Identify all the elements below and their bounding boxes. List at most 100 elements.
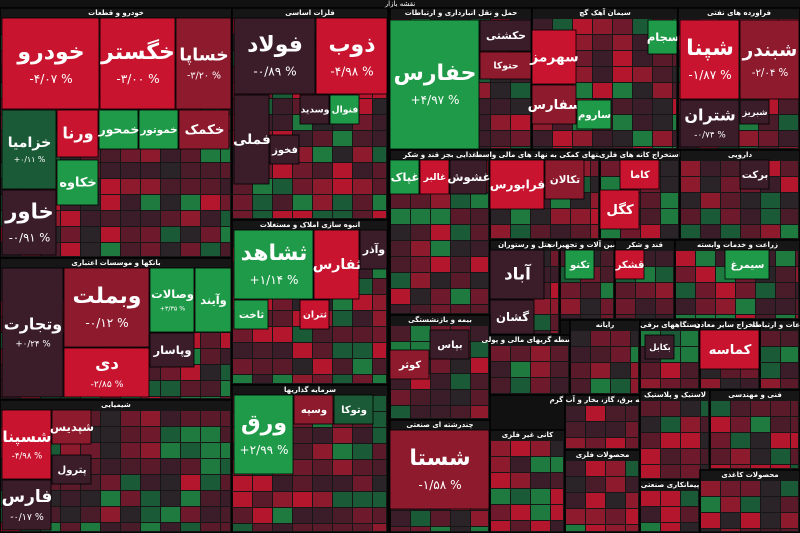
- filler-cell: [716, 299, 735, 314]
- filler-cell: [161, 459, 180, 474]
- filler-cell: [121, 411, 140, 426]
- filler-cell: [391, 527, 410, 531]
- filler-cell: [601, 161, 620, 176]
- filler-cell: [353, 211, 372, 218]
- filler-cell: [161, 507, 180, 522]
- filler-cell: [233, 211, 252, 218]
- filler-cell: [593, 19, 612, 34]
- filler-cell: [701, 449, 708, 464]
- filler-cell: [756, 315, 775, 318]
- filler-cell: [653, 115, 672, 130]
- stock-tile: [531, 29, 577, 85]
- filler-cell: [676, 315, 695, 318]
- filler-cell: [373, 195, 386, 210]
- stock-tile: [233, 94, 270, 185]
- filler-cell: [161, 523, 180, 531]
- stock-name: ساروم: [578, 110, 611, 121]
- filler-cell: [161, 411, 180, 426]
- filler-cell: [586, 525, 605, 531]
- filler-cell: [471, 358, 488, 373]
- stock-tile: [1, 409, 52, 480]
- filler-cell: [573, 19, 592, 34]
- filler-cell: [633, 115, 652, 130]
- stock-change: -۴/۹۸ %: [12, 451, 42, 461]
- filler-cell: [511, 225, 530, 238]
- filler-cell: [491, 489, 510, 504]
- stock-change: -۱/۵۸ %: [418, 478, 461, 492]
- filler-cell: [141, 491, 160, 506]
- filler-cell: [181, 211, 200, 226]
- filler-cell: [233, 492, 252, 507]
- filler-cell: [451, 527, 470, 531]
- filler-cell: [631, 379, 638, 393]
- filler-cell: [273, 195, 292, 210]
- map-title: نقشه بازار: [384, 0, 416, 8]
- sector-title: سیمان آهک گچ: [579, 8, 631, 17]
- filler-cell: [121, 427, 140, 442]
- filler-cell: [141, 507, 160, 522]
- filler-cell: [1, 397, 20, 398]
- filler-cell: [431, 225, 450, 240]
- filler-cell: [571, 347, 590, 362]
- filler-cell: [796, 251, 798, 266]
- filler-cell: [333, 211, 352, 218]
- sector-title: قند و شکر: [626, 241, 663, 249]
- stock-name: پترول: [58, 465, 87, 476]
- filler-cell: [781, 513, 798, 528]
- filler-cell: [161, 163, 180, 178]
- filler-cell: [591, 225, 598, 238]
- filler-cell: [551, 331, 558, 333]
- filler-cell: [313, 163, 332, 178]
- filler-cell: [751, 449, 770, 464]
- filler-cell: [771, 417, 790, 432]
- stock-tile: [489, 159, 545, 210]
- filler-cell: [591, 379, 610, 393]
- filler-cell: [313, 147, 332, 162]
- stock-name: حتوکا: [493, 61, 518, 72]
- filler-cell: [161, 397, 180, 398]
- filler-cell: [273, 375, 292, 383]
- filler-cell: [511, 489, 530, 504]
- filler-cell: [391, 209, 410, 224]
- filler-cell: [611, 363, 630, 378]
- filler-cell: [253, 492, 272, 507]
- filler-cell: [681, 331, 698, 346]
- filler-cell: [581, 315, 600, 318]
- filler-cell: [333, 311, 352, 326]
- filler-cell: [333, 508, 352, 523]
- filler-cell: [233, 375, 252, 383]
- filler-cell: [373, 279, 386, 294]
- filler-cell: [771, 433, 790, 448]
- filler-cell: [273, 179, 292, 194]
- filler-cell: [431, 390, 450, 405]
- filler-cell: [221, 365, 230, 380]
- filler-cell: [221, 147, 230, 162]
- stock-change: +۰/۲۴ %: [15, 340, 50, 350]
- filler-cell: [736, 283, 755, 298]
- filler-cell: [661, 363, 680, 378]
- filler-cell: [101, 507, 120, 522]
- filler-cell: [221, 523, 230, 531]
- filler-cell: [201, 365, 220, 380]
- filler-cell: [221, 397, 230, 398]
- filler-cell: [81, 227, 100, 242]
- filler-cell: [471, 241, 488, 256]
- filler-cell: [591, 209, 598, 224]
- filler-cell: [613, 35, 632, 50]
- filler-cell: [451, 241, 470, 256]
- filler-cell: [273, 327, 292, 342]
- stock-name: خمحور: [98, 123, 140, 137]
- filler-cell: [293, 195, 312, 210]
- filler-cell: [641, 507, 660, 522]
- filler-cell: [313, 327, 332, 342]
- stock-name: فارس: [2, 487, 53, 507]
- stock-change: -۳/۰۰ %: [116, 72, 159, 86]
- sector-title: حمل و نقل انبارداری و ارتباطات: [405, 9, 518, 17]
- filler-cell: [551, 441, 563, 456]
- filler-cell: [593, 35, 612, 50]
- filler-cell: [759, 131, 778, 146]
- filler-cell: [779, 131, 798, 146]
- filler-cell: [551, 267, 558, 282]
- stock-name: ثفارس: [313, 257, 362, 273]
- filler-cell: [253, 359, 272, 374]
